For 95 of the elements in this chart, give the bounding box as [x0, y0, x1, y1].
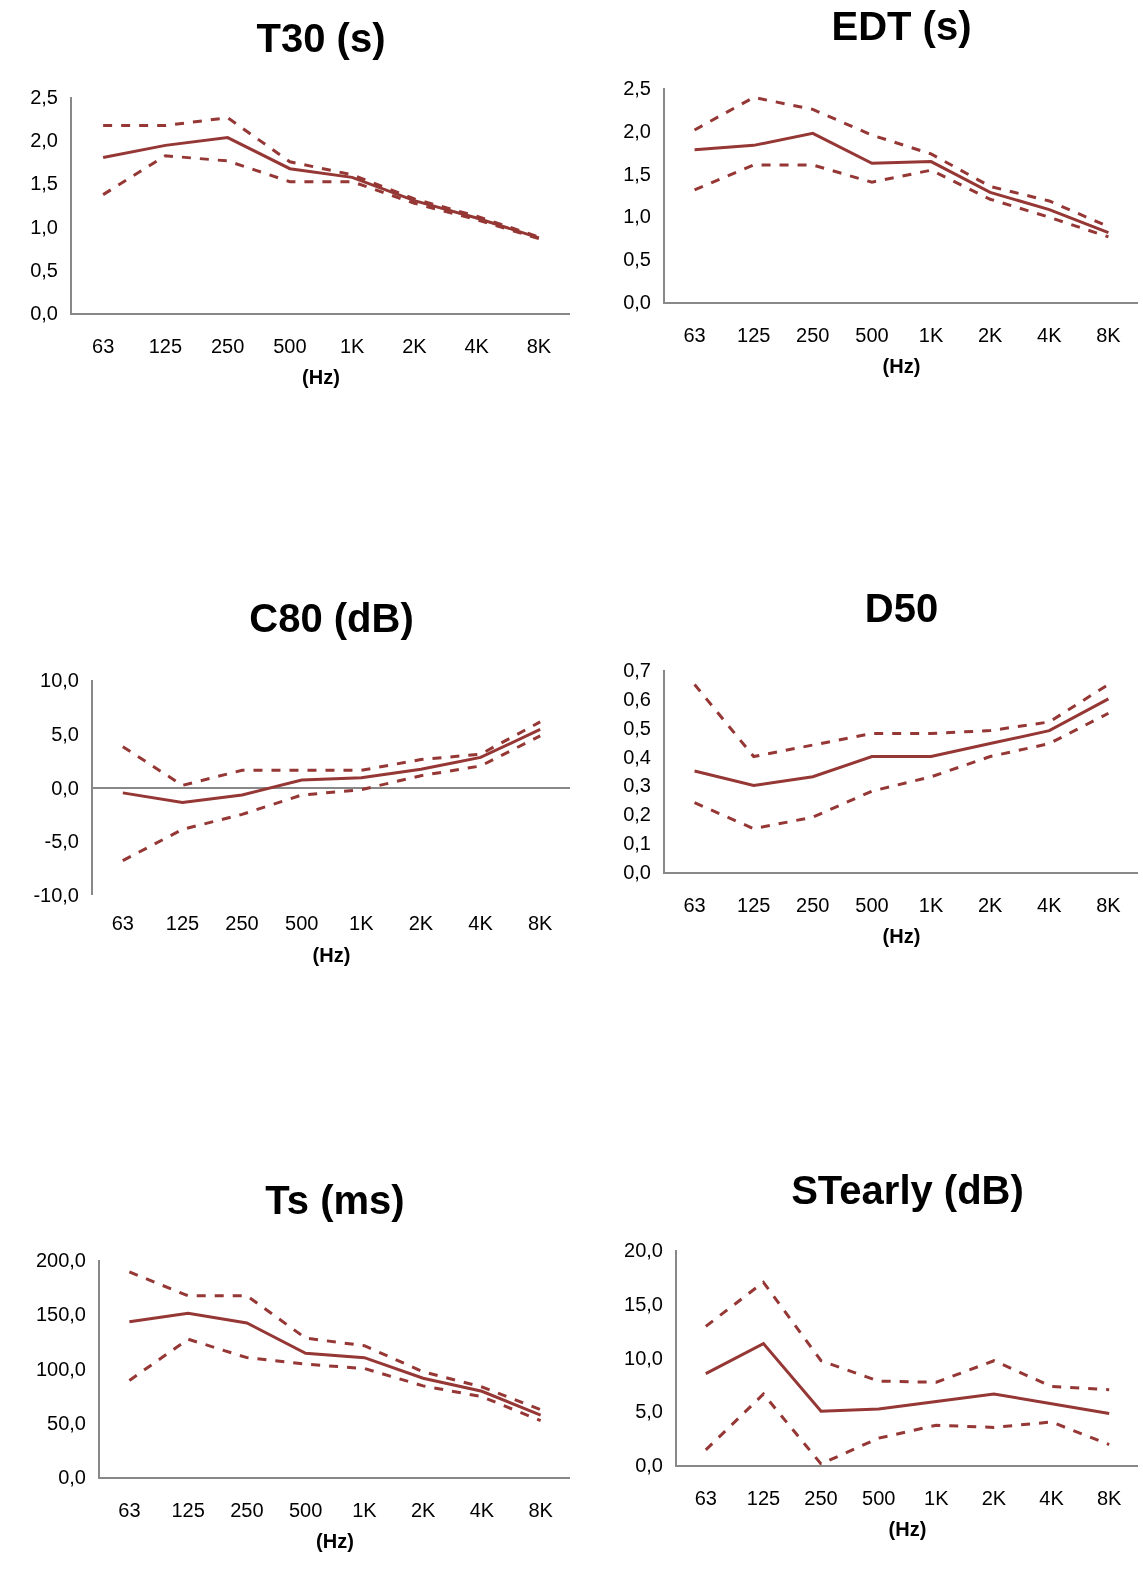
x-tick-label: 500: [273, 335, 307, 357]
chart-title: T30 (s): [256, 16, 386, 60]
x-axis-title: (Hz): [312, 943, 351, 966]
x-tick-label: 125: [737, 324, 771, 346]
x-tick-label: 125: [165, 912, 200, 934]
chart-title: Ts (ms): [265, 1178, 405, 1222]
y-tick-label: 15,0: [624, 1292, 663, 1315]
x-tick-label: 250: [804, 1487, 838, 1509]
x-tick-label: 2K: [977, 324, 1004, 346]
y-tick-label: 1,5: [623, 162, 651, 185]
x-tick-label: 8K: [526, 335, 552, 357]
chart-title: EDT (s): [831, 4, 972, 48]
y-tick-label: 0,7: [623, 659, 651, 681]
x-tick-label: 63: [683, 894, 706, 916]
x-tick-label: 63: [111, 912, 134, 934]
y-tick-label: 2,0: [30, 129, 58, 152]
x-tick-label: 1K: [352, 1499, 378, 1521]
y-tick-label: 5,0: [635, 1400, 663, 1423]
y-tick-label: 200,0: [35, 1249, 86, 1271]
x-tick-label: 250: [225, 912, 259, 934]
y-tick-label: 0,3: [623, 774, 651, 797]
x-tick-label: 63: [118, 1499, 141, 1521]
x-tick-label: 8K: [1096, 894, 1122, 916]
x-tick-label: 500: [855, 324, 889, 346]
x-tick-label: 2K: [981, 1487, 1007, 1509]
x-axis-title: (Hz): [882, 355, 921, 377]
y-tick-label: 0,0: [623, 291, 651, 313]
x-tick-label: 500: [862, 1487, 896, 1509]
y-tick-label: 0,5: [30, 258, 58, 281]
y-tick-label: 150,0: [35, 1303, 86, 1326]
y-tick-label: -10,0: [33, 884, 79, 906]
y-tick-label: 20,0: [624, 1239, 663, 1261]
y-tick-label: 2,5: [30, 86, 58, 108]
x-tick-label: 4K: [464, 335, 490, 357]
y-tick-label: 2,0: [623, 119, 651, 142]
y-tick-label: 0,0: [58, 1466, 86, 1488]
x-axis-title: (Hz): [888, 1518, 927, 1540]
x-tick-label: 8K: [527, 912, 554, 934]
x-tick-label: 1K: [918, 324, 944, 346]
chart-title: C80 (dB): [249, 596, 414, 640]
y-tick-label: 0,1: [623, 832, 651, 855]
x-tick-label: 4K: [1037, 324, 1063, 346]
x-tick-label: 125: [171, 1499, 205, 1521]
chart-title: D50: [864, 586, 939, 630]
x-tick-label: 500: [285, 912, 319, 934]
y-tick-label: 10,0: [40, 669, 79, 691]
y-tick-label: 0,5: [623, 248, 651, 271]
x-tick-label: 1K: [924, 1487, 950, 1509]
x-tick-label: 500: [288, 1499, 323, 1521]
x-tick-label: 250: [210, 335, 245, 357]
y-tick-label: 50,0: [47, 1411, 86, 1434]
x-tick-label: 63: [694, 1487, 717, 1509]
y-tick-label: 0,0: [635, 1454, 663, 1476]
x-tick-label: 1K: [349, 912, 375, 934]
x-tick-label: 4K: [1037, 894, 1063, 916]
x-tick-label: 63: [92, 335, 115, 357]
y-tick-label: 2,5: [623, 77, 651, 99]
x-axis-title: (Hz): [302, 366, 340, 388]
y-tick-label: 0,0: [30, 302, 58, 324]
y-tick-label: 0,4: [623, 745, 651, 768]
x-tick-label: 500: [855, 894, 889, 916]
x-tick-label: 125: [746, 1487, 781, 1509]
chart-title: STearly (dB): [791, 1168, 1024, 1212]
x-tick-label: 250: [796, 324, 830, 346]
y-tick-label: 1,0: [623, 205, 651, 228]
y-tick-label: 0,0: [623, 861, 651, 883]
x-axis-title: (Hz): [882, 925, 921, 947]
y-tick-label: -5,0: [44, 830, 79, 853]
x-tick-label: 4K: [468, 912, 494, 934]
x-tick-label: 2K: [410, 1499, 437, 1521]
x-tick-label: 8K: [1096, 324, 1122, 346]
x-tick-label: 125: [737, 894, 771, 916]
y-tick-label: 0,5: [623, 716, 651, 739]
x-tick-label: 2K: [977, 894, 1004, 916]
x-tick-label: 2K: [402, 335, 428, 357]
x-tick-label: 1K: [339, 335, 366, 357]
x-tick-label: 2K: [408, 912, 434, 934]
y-tick-label: 5,0: [51, 722, 79, 745]
x-tick-label: 1K: [918, 894, 944, 916]
x-tick-label: 125: [148, 335, 183, 357]
y-tick-label: 10,0: [624, 1346, 663, 1369]
x-tick-label: 4K: [1039, 1487, 1065, 1509]
x-tick-label: 4K: [469, 1499, 495, 1521]
y-tick-label: 1,0: [30, 215, 58, 238]
x-axis-title: (Hz): [316, 1530, 354, 1552]
x-tick-label: 250: [230, 1499, 264, 1521]
x-tick-label: 8K: [528, 1499, 554, 1521]
x-tick-label: 8K: [1096, 1487, 1123, 1509]
y-tick-label: 0,0: [51, 776, 79, 799]
y-tick-label: 1,5: [30, 172, 58, 195]
x-tick-label: 63: [683, 324, 706, 346]
y-tick-label: 0,6: [623, 687, 651, 710]
x-tick-label: 250: [796, 894, 830, 916]
y-tick-label: 0,2: [623, 803, 651, 826]
y-tick-label: 100,0: [35, 1357, 86, 1380]
